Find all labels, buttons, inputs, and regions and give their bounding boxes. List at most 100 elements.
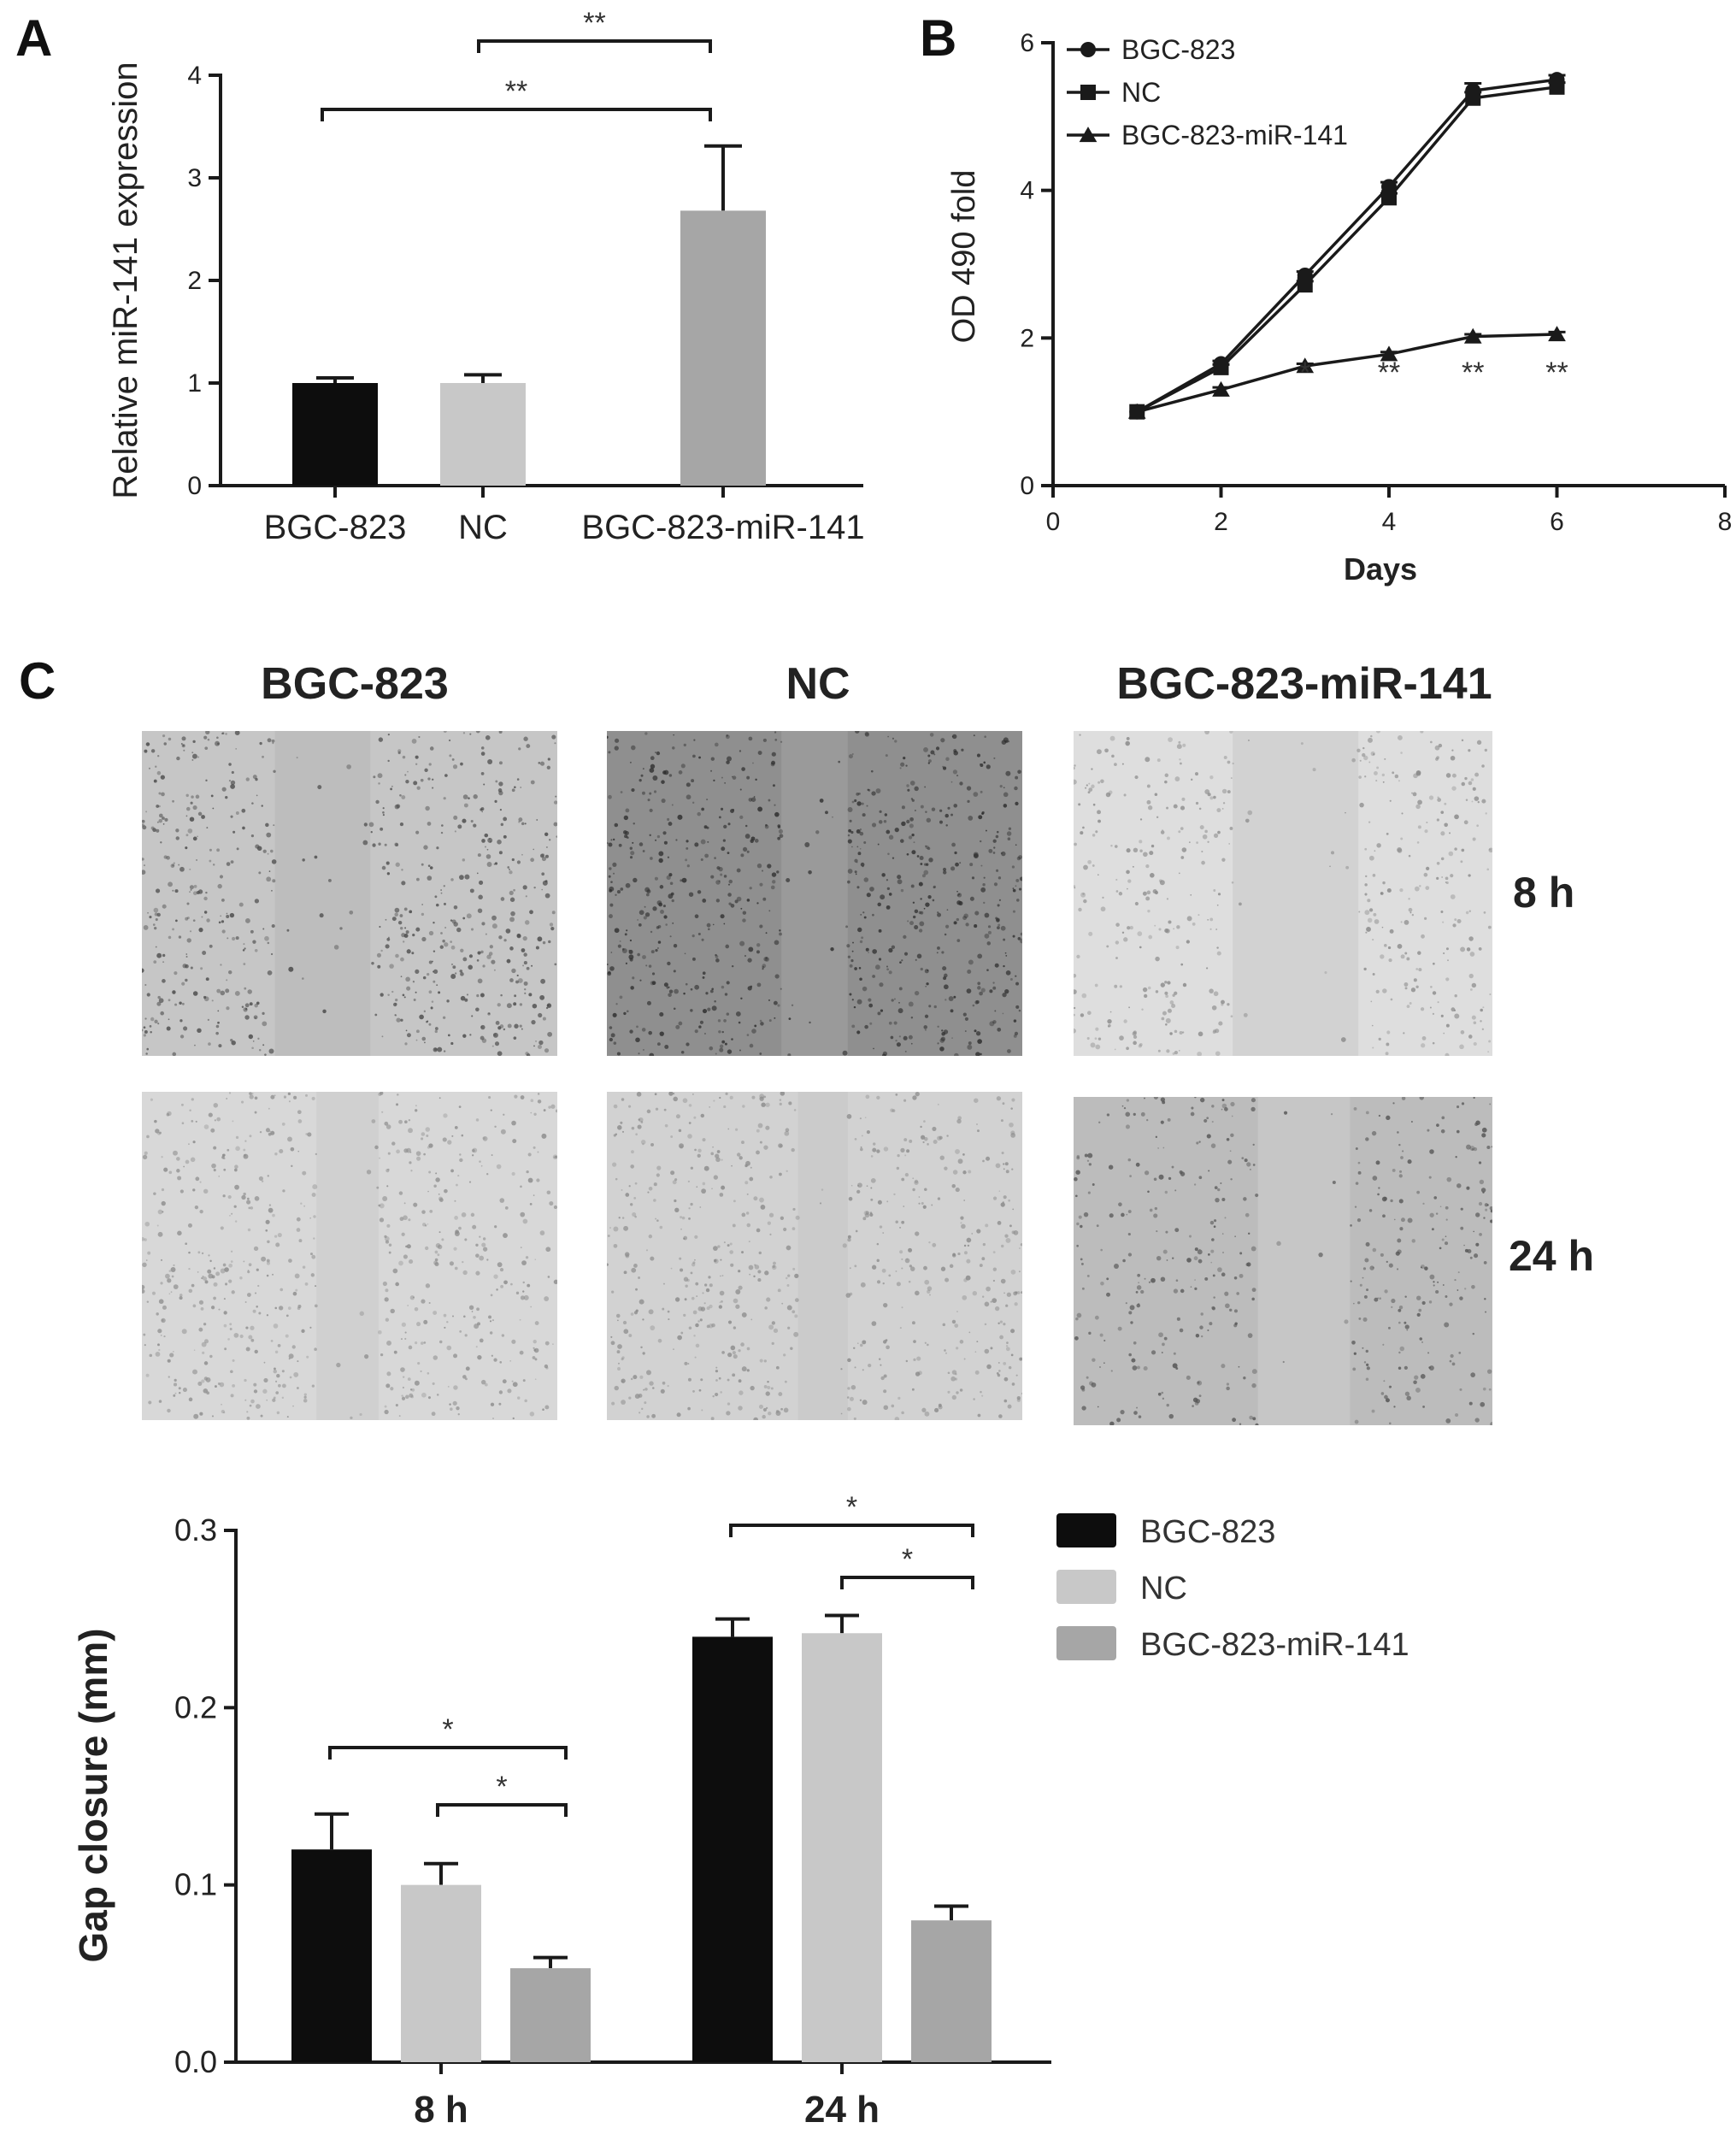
c-sig-4-bracket — [840, 1576, 974, 1589]
b-y-tick-label: 2 — [1020, 324, 1034, 352]
micrograph-texture — [142, 731, 557, 1056]
b-legend-label-1: NC — [1121, 77, 1161, 108]
b-annotation-1: ** — [1378, 357, 1400, 389]
column-title-nc: NC — [786, 659, 850, 709]
a-sig-2-bracket — [321, 108, 712, 121]
b-x-tick-label: 2 — [1214, 508, 1228, 536]
b-y-tick-label: 6 — [1020, 29, 1034, 57]
c-x-tick-label: 24 h — [804, 2089, 880, 2131]
b-legend-marker-1 — [1080, 85, 1096, 100]
b-annotation-3: ** — [1545, 357, 1568, 389]
b-legend-marker-0 — [1080, 42, 1096, 57]
micrograph-mir141-8h — [1074, 731, 1492, 1056]
a-x-tick-label: BGC-823-miR-141 — [581, 509, 864, 546]
b-legend-label-0: BGC-823 — [1121, 34, 1235, 65]
a-sig-2-label: ** — [505, 75, 527, 108]
c-sig-3-label: * — [846, 1491, 857, 1524]
a-y-tick-label: 4 — [187, 62, 202, 90]
c-bar-1-0 — [692, 1636, 773, 2062]
c-sig-1-label: * — [442, 1713, 453, 1746]
b-x-tick-label: 0 — [1046, 508, 1061, 536]
b-legend-marker-2 — [1079, 127, 1098, 143]
b-y-axis-label: OD 490 fold — [946, 170, 982, 344]
b-x-tick-label: 8 — [1718, 508, 1733, 536]
a-x-tick-label: NC — [458, 509, 508, 546]
micrograph-mir141-24h — [1074, 1097, 1492, 1425]
micrograph-nc-24h — [607, 1092, 1022, 1420]
column-title-mir141: BGC-823-miR-141 — [1116, 659, 1492, 709]
b-point-1-3 — [1381, 190, 1397, 206]
micrograph-bgc823-8h — [142, 731, 557, 1056]
c-sig-2-label: * — [496, 1771, 507, 1803]
b-annotation-0: * — [1299, 357, 1310, 389]
c-bar-1-2 — [911, 1920, 992, 2062]
c-legend-swatch-2 — [1056, 1626, 1116, 1660]
b-x-tick-label: 6 — [1550, 508, 1564, 536]
b-point-2-5 — [1548, 326, 1566, 342]
b-x-axis-label: Days — [1344, 551, 1417, 587]
a-y-axis-label: Relative miR-141 expression — [107, 62, 144, 498]
time-label-8h: 8 h — [1513, 869, 1575, 917]
c-bar-1-1 — [802, 1633, 882, 2062]
c-sig-3-bracket — [729, 1524, 974, 1537]
b-legend-label-2: BGC-823-miR-141 — [1121, 120, 1348, 150]
c-legend-swatch-1 — [1056, 1570, 1116, 1604]
a-sig-1-label: ** — [583, 7, 605, 39]
c-sig-2-bracket — [436, 1803, 568, 1817]
micrograph-bgc823-24h — [142, 1092, 557, 1420]
b-series-line-1 — [1136, 85, 1557, 414]
c-legend-label-2: BGC-823-miR-141 — [1140, 1627, 1409, 1663]
a-y-tick-label: 2 — [187, 267, 202, 295]
c-sig-1-bracket — [328, 1746, 568, 1760]
b-y-tick-label: 4 — [1020, 177, 1034, 205]
panel-label-c: C — [19, 652, 56, 710]
c-y-tick-label: 0.2 — [174, 1689, 217, 1724]
c-legend-swatch-0 — [1056, 1513, 1116, 1547]
b-series-line-2 — [1136, 333, 1557, 414]
a-bar-0 — [292, 383, 378, 486]
c-x-tick-label: 8 h — [414, 2089, 468, 2131]
c-legend-label-0: BGC-823 — [1140, 1514, 1275, 1550]
b-point-2-1 — [1212, 380, 1230, 397]
micrograph-texture — [1074, 1097, 1492, 1425]
b-series-line-0 — [1136, 78, 1557, 414]
b-point-1-4 — [1465, 90, 1481, 106]
a-y-tick-label: 0 — [187, 472, 202, 500]
b-x-tick-label: 4 — [1382, 508, 1397, 536]
b-point-2-2 — [1296, 357, 1315, 374]
c-bar-0-1 — [401, 1884, 481, 2062]
c-bar-0-0 — [291, 1849, 372, 2062]
time-label-24h: 24 h — [1509, 1232, 1595, 1280]
b-point-1-2 — [1297, 277, 1313, 293]
c-legend-label-1: NC — [1140, 1571, 1187, 1606]
b-y-tick-label: 0 — [1020, 472, 1034, 500]
a-sig-1-bracket — [477, 39, 712, 53]
micrograph-texture — [142, 1092, 557, 1420]
a-y-tick-label: 1 — [187, 369, 202, 398]
b-point-1-5 — [1549, 79, 1565, 95]
micrograph-texture — [1074, 731, 1492, 1056]
a-bar-2 — [680, 210, 766, 486]
a-bar-1 — [440, 383, 526, 486]
panel-label-a: A — [15, 9, 53, 67]
c-y-tick-label: 0.3 — [174, 1512, 217, 1547]
c-y-axis-label: Gap closure (mm) — [71, 1628, 115, 1962]
b-point-2-0 — [1127, 403, 1146, 419]
c-bar-0-2 — [510, 1968, 591, 2062]
micrograph-nc-8h — [607, 731, 1022, 1056]
column-title-bgc823: BGC-823 — [261, 659, 449, 709]
c-sig-4-label: * — [902, 1543, 913, 1576]
micrograph-texture — [607, 731, 1022, 1056]
c-y-tick-label: 0.1 — [174, 1867, 217, 1902]
c-y-tick-label: 0.0 — [174, 2044, 217, 2079]
micrograph-texture — [607, 1092, 1022, 1420]
a-y-tick-label: 3 — [187, 164, 202, 192]
panel-label-b: B — [920, 9, 957, 67]
a-x-tick-label: BGC-823 — [264, 509, 407, 546]
b-annotation-2: ** — [1462, 357, 1484, 389]
b-point-1-1 — [1213, 359, 1229, 375]
b-point-2-3 — [1380, 345, 1398, 362]
b-point-2-4 — [1463, 327, 1482, 344]
